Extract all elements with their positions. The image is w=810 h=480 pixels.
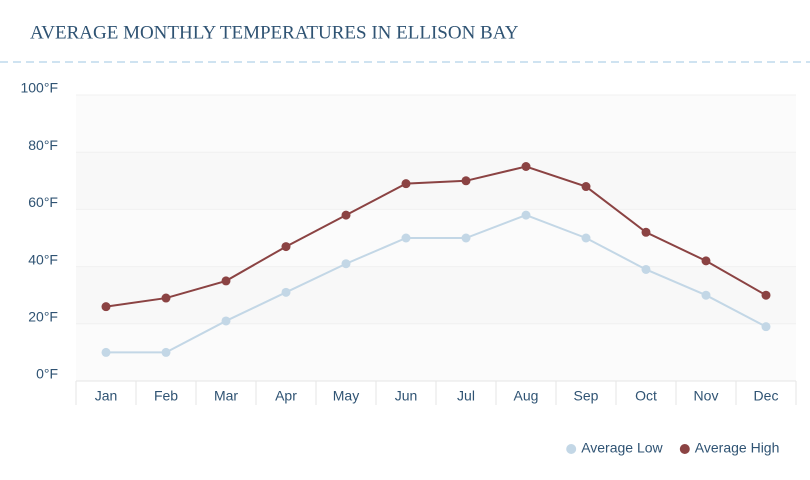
data-point <box>701 290 711 300</box>
x-tick-label: May <box>333 388 359 404</box>
data-point <box>461 176 471 186</box>
data-point <box>161 347 171 357</box>
y-tick-label: 20°F <box>28 309 58 325</box>
data-point <box>581 182 591 192</box>
x-tick-label: Jun <box>395 388 418 404</box>
data-point <box>761 290 771 300</box>
data-point <box>341 259 351 269</box>
data-point <box>521 162 531 171</box>
data-point <box>401 233 411 243</box>
x-tick-label: Aug <box>514 388 539 404</box>
data-point <box>101 302 111 312</box>
x-tick-label: Sep <box>574 388 599 404</box>
data-point <box>701 256 711 266</box>
data-point <box>161 293 171 303</box>
x-tick-label: Mar <box>214 388 238 404</box>
data-point <box>221 316 231 326</box>
x-tick-label: Feb <box>154 388 178 404</box>
data-point <box>101 347 111 357</box>
legend-label: Average High <box>695 440 780 456</box>
data-point <box>641 264 651 274</box>
x-tick-label: Jan <box>95 388 118 404</box>
data-point <box>281 242 291 252</box>
plot-band <box>76 95 796 153</box>
series-line <box>106 214 767 354</box>
data-point <box>341 210 351 220</box>
x-tick-label: Nov <box>694 388 719 404</box>
x-tick-label: Jul <box>457 388 475 404</box>
data-point <box>641 227 651 237</box>
x-tick-label: Oct <box>635 388 657 404</box>
y-tick-label: 100°F <box>20 80 58 96</box>
legend-label: Average Low <box>581 440 663 456</box>
data-point <box>221 276 231 286</box>
series-line <box>105 165 767 308</box>
y-tick-label: 0°F <box>36 366 58 382</box>
chart-title: AVERAGE MONTHLY TEMPERATURES IN ELLISON … <box>30 22 519 43</box>
data-point <box>581 233 591 243</box>
data-point <box>281 287 291 297</box>
x-tick-label: Dec <box>754 388 779 404</box>
legend-marker <box>566 444 577 454</box>
data-point <box>461 233 471 243</box>
y-tick-label: 60°F <box>28 194 58 210</box>
y-tick-label: 80°F <box>28 137 58 153</box>
legend-marker <box>679 444 690 454</box>
data-point <box>521 210 531 220</box>
data-point <box>761 322 771 332</box>
y-tick-label: 40°F <box>28 251 58 267</box>
data-point <box>401 179 411 189</box>
plot-band <box>76 323 796 381</box>
x-tick-label: Apr <box>275 388 297 404</box>
